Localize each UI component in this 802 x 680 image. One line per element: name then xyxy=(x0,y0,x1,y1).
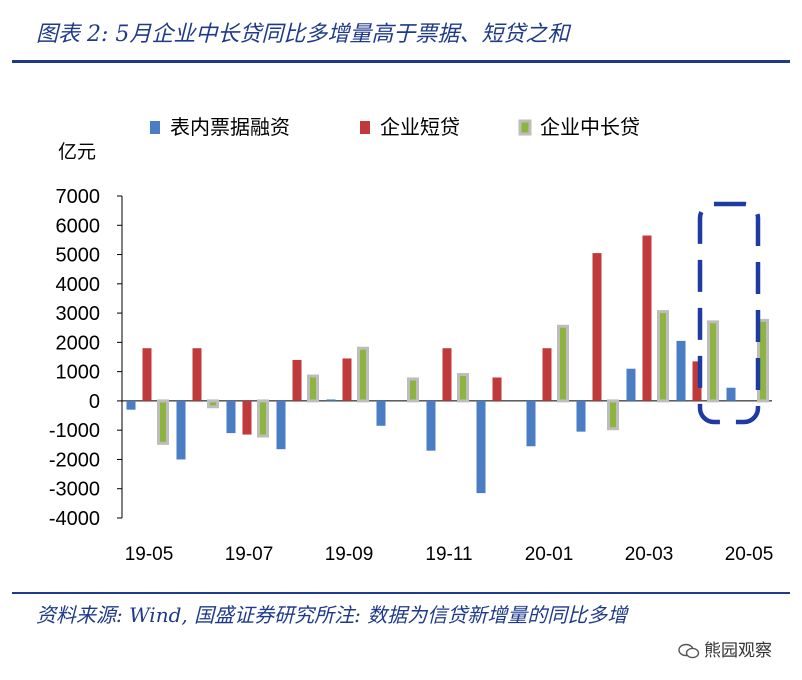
y-tick-label: 6000 xyxy=(56,215,101,237)
bar-企业短贷 xyxy=(242,400,252,435)
bar-表内票据融资 xyxy=(726,387,736,401)
wechat-icon xyxy=(678,643,700,659)
y-tick-label: -2000 xyxy=(49,449,100,471)
legend-label: 企业中长贷 xyxy=(540,115,640,139)
bar-表内票据融资 xyxy=(326,399,336,401)
legend-label: 企业短贷 xyxy=(380,115,460,139)
x-tick-label: 20-01 xyxy=(525,544,574,565)
y-axis-unit-label: 亿元 xyxy=(58,141,96,163)
bar-表内票据融资 xyxy=(226,400,236,434)
bar-表内票据融资 xyxy=(426,400,436,451)
bar-企业中长贷 xyxy=(607,399,619,431)
bar-企业短贷 xyxy=(292,359,302,401)
bar-企业短贷 xyxy=(542,348,552,401)
bar-企业中长贷 xyxy=(407,377,419,403)
y-tick-label: 1000 xyxy=(56,362,101,384)
x-tick-label: 19-09 xyxy=(325,544,374,565)
bar-企业短贷 xyxy=(492,377,502,401)
x-tick-label: 20-05 xyxy=(725,544,774,565)
bar-表内票据融资 xyxy=(676,340,686,401)
bar-企业中长贷 xyxy=(307,374,319,403)
bar-表内票据融资 xyxy=(476,400,486,494)
watermark: 熊园观察 xyxy=(678,636,772,661)
chart-title: 图表 2: 5月企业中长贷同比多增量高于票据、短贷之和 xyxy=(36,22,570,47)
bar-企业中长贷 xyxy=(707,320,719,403)
legend-label: 表内票据融资 xyxy=(170,115,290,139)
y-tick-label: 0 xyxy=(89,391,100,413)
bar-企业短贷 xyxy=(592,253,602,401)
bar-企业短贷 xyxy=(642,235,652,401)
legend-swatch xyxy=(150,121,160,134)
bar-表内票据融资 xyxy=(626,368,636,401)
y-tick-label: 7000 xyxy=(56,186,101,208)
bar-表内票据融资 xyxy=(276,400,286,450)
legend-swatch xyxy=(518,119,532,136)
y-tick-label: 4000 xyxy=(56,274,101,296)
bar-企业短贷 xyxy=(142,348,152,401)
bar-表内票据融资 xyxy=(176,400,186,460)
legend-swatch xyxy=(360,121,370,134)
bar-企业中长贷 xyxy=(357,346,369,403)
y-tick-label: 3000 xyxy=(56,303,101,325)
bar-企业短贷 xyxy=(342,358,352,401)
bar-企业短贷 xyxy=(192,348,202,401)
y-tick-label: 5000 xyxy=(56,245,101,267)
bar-企业中长贷 xyxy=(207,399,219,409)
x-tick-label: 19-07 xyxy=(225,544,274,565)
bar-表内票据融资 xyxy=(576,400,586,432)
x-tick-label: 19-11 xyxy=(425,544,472,565)
bar-表内票据融资 xyxy=(376,400,386,426)
x-tick-label: 19-05 xyxy=(125,544,174,565)
y-tick-label: -4000 xyxy=(49,508,100,530)
bar-chart: 7000 6000 5000 4000 3000 2000 1000 0 -1000 -2000 -… xyxy=(49,115,774,565)
y-tick-label: -3000 xyxy=(49,479,100,501)
y-tick-label: 2000 xyxy=(56,332,101,354)
bar-表内票据融资 xyxy=(126,400,136,410)
bar-表内票据融资 xyxy=(526,400,536,447)
title-rule xyxy=(12,60,790,63)
highlight-box xyxy=(697,201,761,425)
x-tick-label: 20-03 xyxy=(625,544,674,565)
watermark-text: 熊园观察 xyxy=(704,641,772,661)
bar-企业中长贷 xyxy=(557,324,569,403)
bar-企业短贷 xyxy=(442,348,452,401)
source-note: 资料来源: Wind, 国盛证券研究所注: 数据为信贷新增量的同比多增 xyxy=(36,603,628,627)
y-tick-label: -1000 xyxy=(49,420,100,442)
bar-企业中长贷 xyxy=(157,399,169,445)
bar-企业中长贷 xyxy=(257,399,269,438)
bar-企业短贷 xyxy=(692,361,702,401)
footer-rule xyxy=(12,592,790,594)
bar-企业中长贷 xyxy=(657,310,669,403)
bar-企业中长贷 xyxy=(457,373,469,403)
